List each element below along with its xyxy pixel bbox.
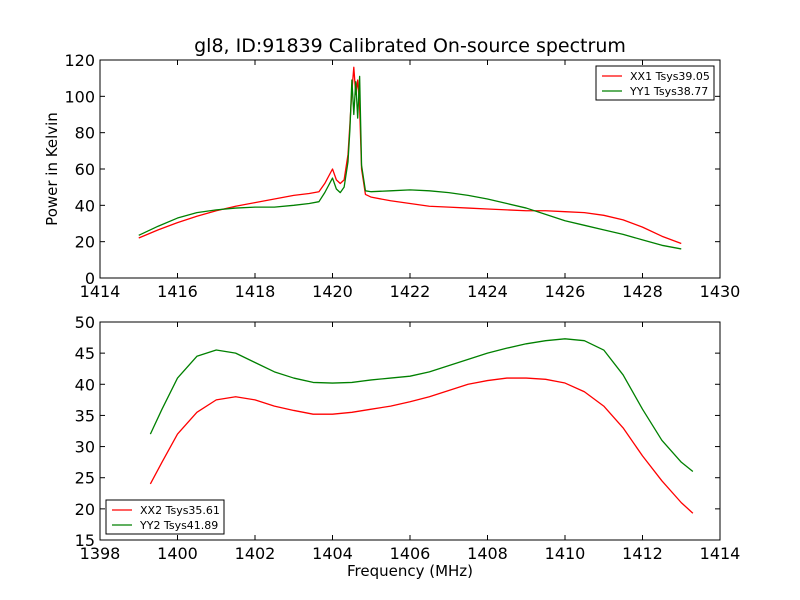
x-tick-label: 1428 [622,282,663,301]
legend-label: YY1 Tsys38.77 [629,85,708,98]
x-tick-label: 1404 [312,544,353,563]
y-tick-label: 15 [75,531,95,550]
top-panel: 1414 1416 1418 1420 1422 1424 1426 1428 1430 0 20 4… [43,35,740,301]
y-tick-label: 35 [75,406,95,425]
legend-box [105,499,225,535]
x-tick-label: 1430 [700,282,741,301]
x-tick-label: 1410 [545,544,586,563]
x-tick-label: 1408 [467,544,508,563]
y-tick-label: 100 [64,87,95,106]
x-tick-label: 1414 [80,282,121,301]
x-tick-label: 1400 [157,544,198,563]
y-tick-label: 60 [75,160,95,179]
legend-label: XX1 Tsys39.05 [630,70,710,83]
x-tick-label: 1402 [235,544,276,563]
x-axis-label: Frequency (MHz) [347,562,473,580]
bottom-panel: 1398 1400 1402 1404 1406 1408 1410 1412 1414 15 20… [75,313,741,580]
y-tick-label: 20 [75,500,95,519]
legend: XX1 Tsys39.05 YY1 Tsys38.77 [595,65,715,101]
chart-title: gl8, ID:91839 Calibrated On-source spect… [194,35,626,57]
x-tick-label: 1414 [700,544,741,563]
y-axis-label: Power in Kelvin [43,112,61,226]
x-tick-label: 1416 [157,282,198,301]
y-tick-label: 25 [75,469,95,488]
y-tick-label: 0 [85,269,95,288]
x-tick-label: 1422 [390,282,431,301]
y-tick-label: 40 [75,196,95,215]
legend-label: YY2 Tsys41.89 [139,519,218,532]
y-tick-label: 20 [75,233,95,252]
y-tick-label: 80 [75,124,95,143]
legend-label: XX2 Tsys35.61 [140,504,220,517]
y-tick-label: 30 [75,438,95,457]
series-line-xx1 [138,66,682,245]
y-tick-label: 50 [75,313,95,332]
x-tick-label: 1420 [312,282,353,301]
x-tick-label: 1418 [235,282,276,301]
x-tick-label: 1426 [545,282,586,301]
legend-box [595,65,715,101]
x-tick-label: 1424 [467,282,508,301]
series-line-yy2 [149,338,694,472]
x-tick-label: 1398 [80,544,121,563]
y-tick-label: 45 [75,344,95,363]
y-tick-label: 120 [64,51,95,70]
series-line-xx2 [149,377,694,514]
y-tick-label: 40 [75,375,95,394]
x-tick-label: 1412 [622,544,663,563]
legend: XX2 Tsys35.61 YY2 Tsys41.89 [105,499,225,535]
x-tick-label: 1406 [390,544,431,563]
series-line-yy1 [138,75,682,250]
